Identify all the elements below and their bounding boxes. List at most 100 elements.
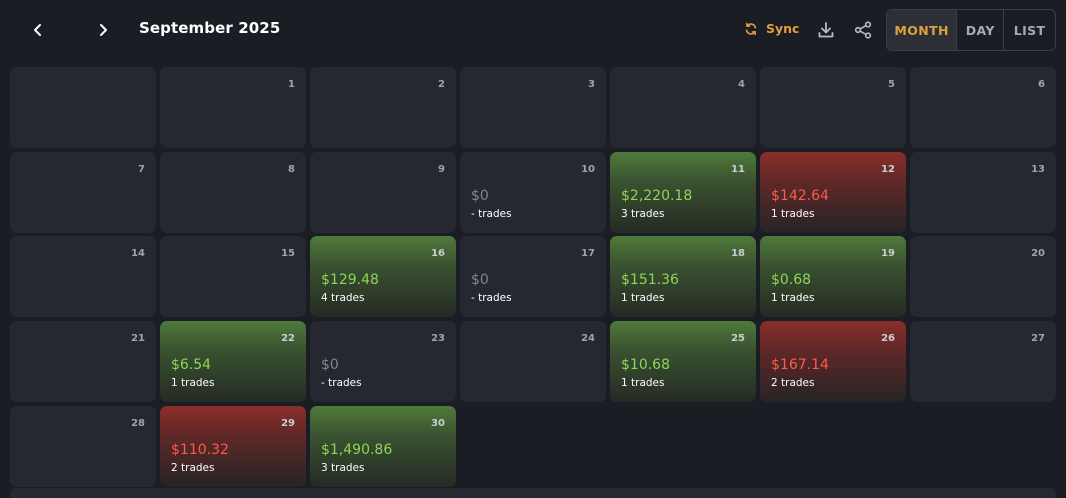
day-number: 19 (881, 248, 895, 259)
calendar-day-cell[interactable]: 13 (910, 152, 1056, 233)
calendar-day-cell[interactable]: 2 (310, 67, 456, 148)
sync-icon (745, 22, 757, 35)
calendar-day-cell[interactable]: 14 (10, 236, 156, 317)
day-trade-count: 2 trades (771, 377, 815, 389)
day-number: 10 (581, 164, 595, 175)
day-number: 5 (888, 79, 895, 90)
calendar-day-cell[interactable]: 4 (610, 67, 756, 148)
calendar-day-cell[interactable]: 26 $167.14 2 trades (760, 321, 906, 402)
day-number: 11 (731, 164, 745, 175)
day-trade-count: - trades (471, 208, 512, 220)
calendar-day-cell[interactable]: 15 (160, 236, 306, 317)
view-list-button[interactable]: LIST (1003, 10, 1055, 50)
calendar-day-cell[interactable]: 16 $129.48 4 trades (310, 236, 456, 317)
day-trade-count: 3 trades (621, 208, 665, 220)
calendar-day-cell[interactable]: 17 $0 - trades (460, 236, 606, 317)
day-number: 6 (1038, 79, 1045, 90)
day-pnl-amount: $6.54 (171, 357, 212, 373)
day-number: 20 (1031, 248, 1045, 259)
day-pnl-amount: $151.36 (621, 272, 679, 288)
day-pnl-amount: $167.14 (771, 357, 829, 373)
calendar-day-cell[interactable]: 12 $142.64 1 trades (760, 152, 906, 233)
calendar-day-cell[interactable]: 5 (760, 67, 906, 148)
day-number: 9 (438, 164, 445, 175)
day-number: 18 (731, 248, 745, 259)
calendar-day-cell[interactable]: 25 $10.68 1 trades (610, 321, 756, 402)
calendar-day-cell[interactable]: 9 (310, 152, 456, 233)
calendar-day-cell[interactable] (10, 67, 156, 148)
day-number: 30 (431, 418, 445, 429)
day-pnl-amount: $10.68 (621, 357, 670, 373)
day-pnl-amount: $110.32 (171, 442, 229, 458)
next-section-edge (10, 488, 1056, 498)
day-trade-count: - trades (471, 292, 512, 304)
calendar-day-cell[interactable]: 24 (460, 321, 606, 402)
day-trade-count: 1 trades (771, 208, 815, 220)
view-day-button[interactable]: DAY (956, 10, 1003, 50)
day-trade-count: 1 trades (621, 292, 665, 304)
day-pnl-amount: $2,220.18 (621, 188, 693, 204)
day-number: 1 (288, 79, 295, 90)
calendar-day-cell[interactable]: 10 $0 - trades (460, 152, 606, 233)
calendar-day-cell[interactable]: 28 (10, 406, 156, 487)
calendar-day-cell[interactable]: 22 $6.54 1 trades (160, 321, 306, 402)
day-number: 13 (1031, 164, 1045, 175)
day-number: 27 (1031, 333, 1045, 344)
day-number: 8 (288, 164, 295, 175)
day-trade-count: 3 trades (321, 462, 365, 474)
day-number: 15 (281, 248, 295, 259)
calendar-day-cell[interactable]: 7 (10, 152, 156, 233)
day-pnl-amount: $0.68 (771, 272, 812, 288)
calendar-day-cell[interactable]: 11 $2,220.18 3 trades (610, 152, 756, 233)
calendar-day-cell[interactable]: 3 (460, 67, 606, 148)
day-number: 26 (881, 333, 895, 344)
day-number: 12 (881, 164, 895, 175)
calendar-day-cell[interactable]: 29 $110.32 2 trades (160, 406, 306, 487)
download-icon (818, 22, 834, 38)
chevron-left-icon (34, 24, 41, 36)
day-trade-count: - trades (321, 377, 362, 389)
share-icon (854, 21, 872, 39)
calendar-day-cell[interactable]: 27 (910, 321, 1056, 402)
day-number: 2 (438, 79, 445, 90)
calendar-day-cell[interactable]: 18 $151.36 1 trades (610, 236, 756, 317)
day-number: 14 (131, 248, 145, 259)
calendar-day-cell[interactable]: 1 (160, 67, 306, 148)
sync-button[interactable]: Sync (744, 21, 799, 36)
day-pnl-amount: $1,490.86 (321, 442, 393, 458)
day-number: 28 (131, 418, 145, 429)
day-trade-count: 1 trades (621, 377, 665, 389)
calendar-day-cell[interactable]: 8 (160, 152, 306, 233)
day-number: 21 (131, 333, 145, 344)
day-number: 7 (138, 164, 145, 175)
day-trade-count: 4 trades (321, 292, 365, 304)
chevron-right-icon (100, 24, 107, 36)
download-button[interactable] (815, 19, 837, 41)
calendar-day-cell[interactable]: 21 (10, 321, 156, 402)
calendar-header: September 2025 Sync MONTH DAY LIST (0, 0, 1066, 62)
day-number: 29 (281, 418, 295, 429)
previous-month-button[interactable] (23, 15, 53, 45)
calendar-day-cell[interactable]: 30 $1,490.86 3 trades (310, 406, 456, 487)
page-title: September 2025 (139, 19, 281, 37)
day-pnl-amount: $129.48 (321, 272, 379, 288)
day-number: 16 (431, 248, 445, 259)
view-switcher: MONTH DAY LIST (886, 9, 1056, 51)
calendar-day-cell[interactable]: 19 $0.68 1 trades (760, 236, 906, 317)
share-button[interactable] (852, 19, 874, 41)
day-number: 22 (281, 333, 295, 344)
day-number: 25 (731, 333, 745, 344)
calendar-day-cell[interactable]: 23 $0 - trades (310, 321, 456, 402)
next-month-button[interactable] (88, 15, 118, 45)
day-trade-count: 1 trades (771, 292, 815, 304)
day-number: 24 (581, 333, 595, 344)
calendar-day-cell[interactable]: 20 (910, 236, 1056, 317)
sync-label: Sync (766, 21, 800, 36)
day-trade-count: 1 trades (171, 377, 215, 389)
day-number: 4 (738, 79, 745, 90)
view-month-button[interactable]: MONTH (887, 10, 957, 50)
day-pnl-amount: $0 (471, 188, 489, 204)
day-number: 17 (581, 248, 595, 259)
calendar-day-cell[interactable]: 6 (910, 67, 1056, 148)
day-trade-count: 2 trades (171, 462, 215, 474)
